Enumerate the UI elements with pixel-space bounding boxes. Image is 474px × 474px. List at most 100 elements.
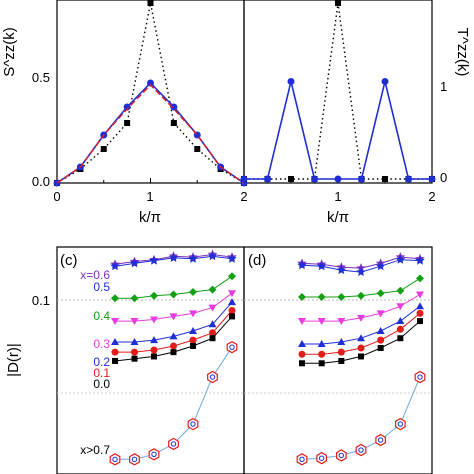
panel-c-diamond-point-2-2 (150, 291, 158, 300)
panel-c-triangle-down-point-3-6 (228, 290, 236, 298)
panel-d-circle-point-5-5 (396, 325, 404, 333)
panel-d-hexagon-point-7-1-core (318, 455, 325, 461)
top-left-x-axis-label: k/π (139, 209, 161, 226)
panel-c-triangle-down-point-3-0 (111, 318, 119, 326)
panel-d-hexagon-point-7-1 (316, 452, 327, 465)
top-right-circle-point-5 (358, 175, 365, 183)
panel-c-triangle-down-point-3-2 (150, 316, 158, 324)
panel-c-star-point-1-3 (168, 252, 179, 262)
panel-d-triangle-down-point-3-0 (298, 318, 306, 326)
panel-c-hexagon-point-7-1-core (131, 456, 138, 463)
top-left-series-line-2 (56, 83, 245, 184)
panel-d-star-point-1-4 (375, 261, 386, 271)
top-left-series-line-1 (56, 81, 245, 184)
panel-c-circle-point-5-6 (228, 306, 236, 314)
panel-c-hexagon-point-7-6-core (229, 344, 235, 350)
top-left-series-line-0 (56, 2, 245, 184)
panel-c-triangle-down-point-3-4 (189, 310, 197, 318)
top-right-x-tick-2: 2 (428, 189, 435, 204)
top-right-series-line-1 (244, 81, 432, 180)
panel-d-hexagon-point-7-5-outline (395, 417, 406, 431)
panel-c-circle-point-5-0 (111, 348, 119, 356)
top-left-x-tick-1: 1 (146, 189, 153, 204)
panel-c-diamond-point-2-3 (169, 290, 178, 299)
panel-c-y-axis-label: |D(r)| (5, 343, 22, 377)
panel-d-triangle-up-point-4-5 (396, 317, 405, 325)
top-right-plot-frame (243, 0, 433, 184)
panel-c-hexagon-point-7-2 (148, 448, 160, 461)
panel-d-frame (243, 246, 433, 474)
panel-d-hexagon-point-7-4-outline (375, 433, 386, 447)
panel-c-circle-point-5-5 (209, 329, 216, 337)
panel-d-hexagon-point-7-5-core (397, 421, 404, 427)
panel-d-square-point-6-5 (397, 335, 404, 342)
panel-c-hexagon-point-7-2-outline (148, 448, 160, 461)
panel-d-hexagon-point-7-1-outline (316, 452, 327, 465)
top-right-y-tick-1: 1 (440, 79, 447, 94)
top-left-circle-point-4 (147, 79, 154, 87)
panel-d-square-point-6-0 (299, 360, 305, 367)
top-left-square-point-5 (170, 120, 177, 126)
panel-d-hexagon-point-7-3-outline (355, 443, 367, 457)
panel-c-square-point-6-3 (170, 349, 177, 356)
panel-d-triangle-down-point-3-3 (357, 314, 365, 322)
panel-d-square-point-6-4 (377, 344, 384, 351)
panel-c-square-point-6-4 (190, 342, 196, 349)
panel-c-hexagon-point-7-2-core (151, 451, 157, 458)
panel-c-diamond-point-2-0 (111, 294, 119, 303)
panel-d-triangle-up-point-4-0 (298, 339, 306, 347)
panel-c-hexagon-point-7-3-outline (168, 437, 179, 451)
panel-c-star-point-1-4 (188, 253, 198, 263)
panel-d-triangle-up-point-4-4 (376, 327, 385, 335)
panel-d-triangle-down-point-3-6 (416, 291, 424, 299)
panel-d-hexagon-point-7-4-core (377, 437, 384, 443)
series-label-x07: x>0.7 (80, 443, 110, 457)
panel-d-circle-point-5-1 (318, 350, 326, 358)
panel-c-square-point-6-1 (131, 355, 138, 362)
panel-c-hexagon-point-7-1 (129, 453, 140, 466)
panel-c-series-labels: x=0.6 0.5 0.4 0.3 0.2 0.1 0.0 x>0.7 (80, 268, 110, 457)
panel-c-hexagon-point-7-0-outline (109, 453, 121, 466)
panel-d-star-point-1-1 (316, 261, 327, 271)
top-left-y-tick-0: 0.0 (32, 174, 50, 189)
panel-d-hexagon-point-7-6-core (417, 374, 423, 380)
panel-d-star-point-1-0 (297, 260, 307, 270)
bottom-panels: (c) (d) |D(r)| 0.1 (5, 246, 433, 474)
panel-d-hexagon-point-7-3-core (358, 447, 364, 453)
panel-d-triangle-down-point-3-2 (337, 318, 346, 326)
top-left-circle-point-3 (123, 103, 131, 111)
series-label-02: 0.2 (93, 355, 110, 369)
panel-d-hexagon-point-7-2-outline (336, 449, 347, 462)
top-left-y-axis-label: S^zz(k) (1, 27, 18, 77)
panel-c-circle-point-5-4 (189, 336, 197, 344)
panel-d-label: (d) (248, 252, 266, 269)
top-right-circle-point-2 (287, 77, 295, 85)
panel-d-hexagon-point-7-0 (296, 453, 308, 466)
top-right-x-axis-label: k/π (327, 209, 349, 226)
top-left-square-point-3 (124, 120, 131, 126)
panel-c-star-point-1-0 (110, 261, 120, 271)
panel-d-circle-point-5-3 (357, 344, 365, 352)
panel-c-triangle-up-point-4-0 (111, 338, 119, 346)
panel-c-hexagon-point-7-4-core (190, 421, 196, 427)
series-label-00: 0.0 (93, 377, 110, 391)
top-left-y-tick-1: 0.5 (32, 70, 50, 85)
top-right-circle-point-4 (334, 175, 342, 183)
panel-d-diamond-point-2-3 (357, 291, 365, 300)
plot-marks (53, 0, 436, 466)
top-left-square-point-4 (147, 0, 154, 6)
series-label-x06: x=0.6 (80, 268, 110, 282)
panel-d-hexagon-point-7-6-outline (414, 370, 426, 384)
panel-c-diamond-point-2-1 (130, 294, 139, 303)
panel-d-diamond-point-2-5 (396, 286, 405, 295)
panel-d-square-point-6-3 (358, 353, 364, 360)
panel-c-hexagon-point-7-3-core (170, 441, 177, 447)
panel-d-hexagon-point-7-4 (375, 433, 386, 447)
series-label-03: 0.3 (93, 337, 110, 351)
panel-c-square-point-6-5 (209, 335, 216, 342)
series-label-05: 0.5 (93, 280, 110, 294)
panel-c-hexagon-point-7-0 (109, 453, 121, 466)
top-right-square-point-4 (335, 0, 341, 6)
panel-c-hexagon-point-7-1-outline (129, 453, 140, 466)
